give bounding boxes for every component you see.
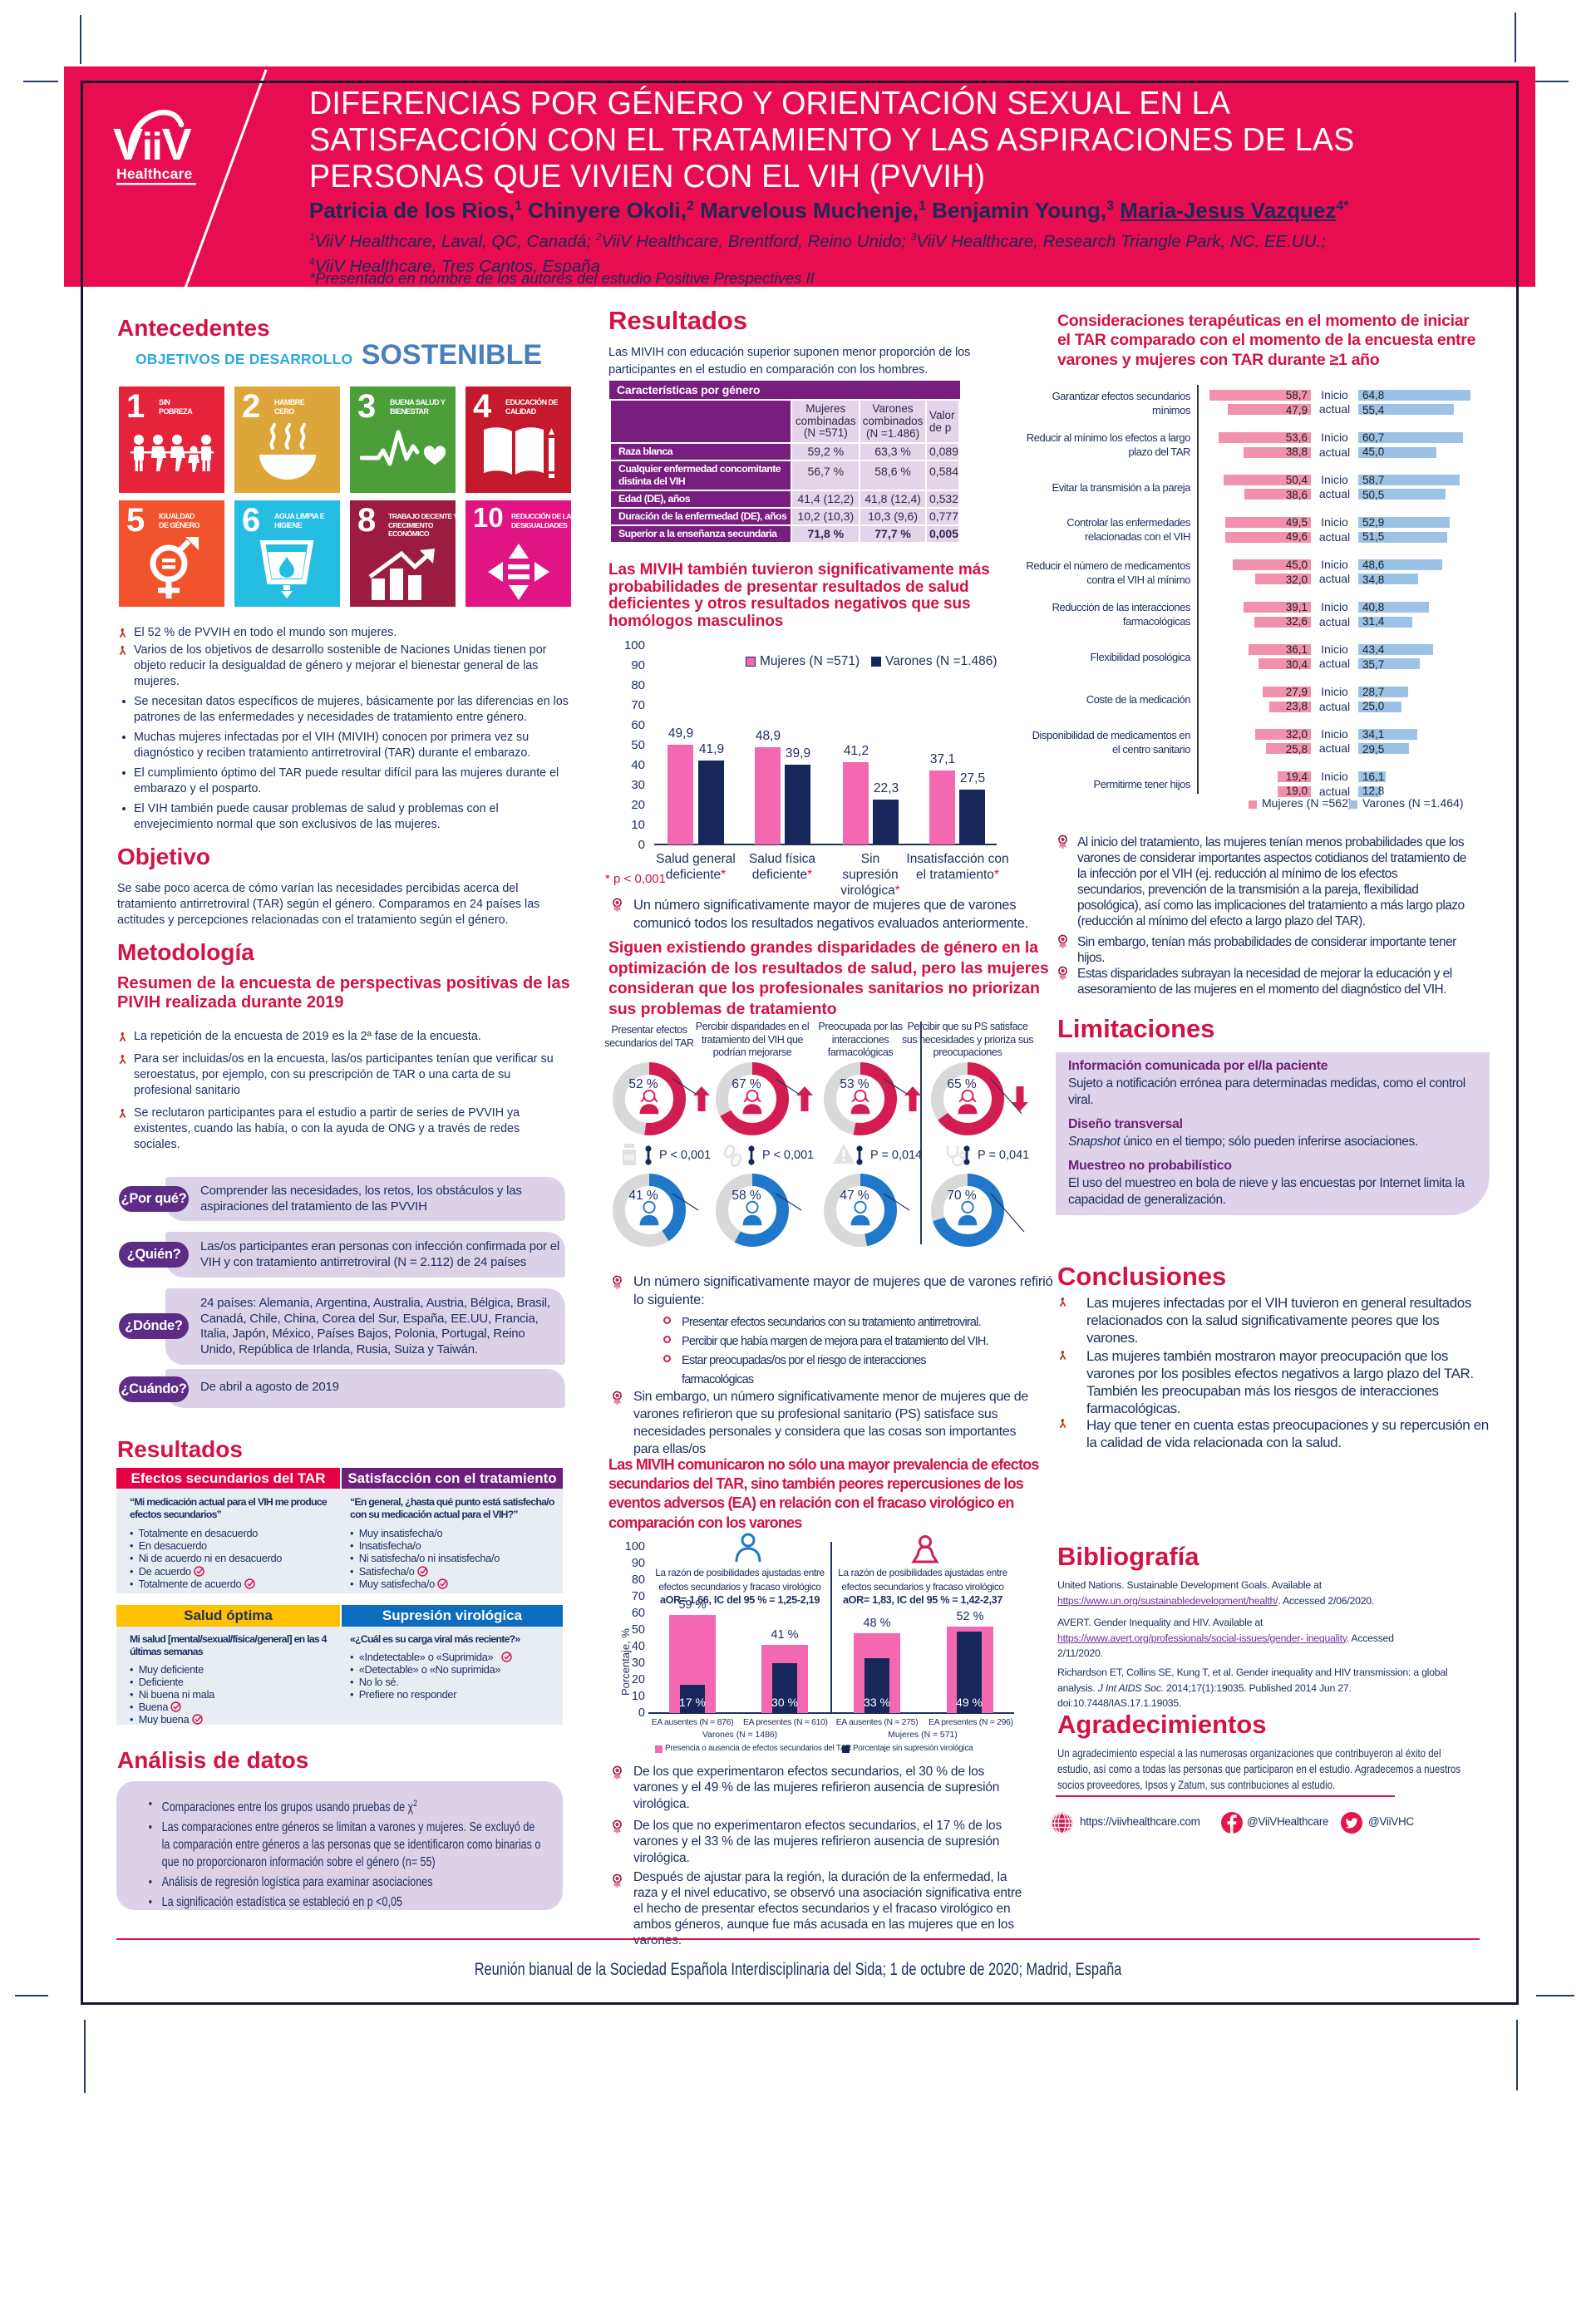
svg-text:Healthcare: Healthcare xyxy=(116,165,193,182)
svg-text:ViiV: ViiV xyxy=(113,120,192,170)
